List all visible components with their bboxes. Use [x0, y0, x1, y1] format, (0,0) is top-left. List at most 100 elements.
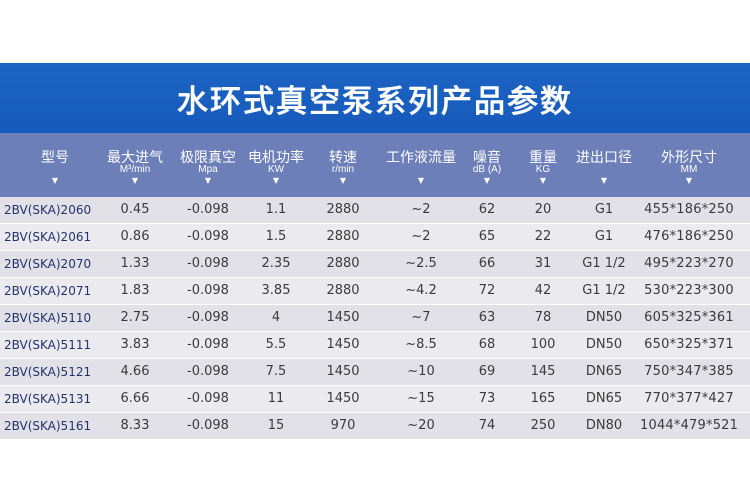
sort-arrow-icon[interactable]: ▼ — [339, 176, 347, 185]
cell-max-intake: 2.75 — [120, 310, 150, 325]
header-dimensions[interactable]: 外形尺寸 MM ▼ — [640, 133, 738, 197]
sort-arrow-icon[interactable]: ▼ — [131, 176, 139, 185]
cell-liquid-flow: ~8.5 — [405, 337, 437, 352]
cell-noise: 74 — [478, 418, 496, 433]
sort-arrow-icon[interactable]: ▼ — [483, 176, 491, 185]
cell-speed: 2880 — [326, 229, 360, 244]
cell-ultimate-vacuum: -0.098 — [187, 283, 229, 298]
header-weight[interactable]: 重量 KG ▼ — [519, 133, 567, 197]
cell-dimensions: 476*186*250 — [644, 229, 734, 244]
cell-weight: 100 — [530, 337, 556, 352]
cell-speed: 2880 — [326, 256, 360, 271]
table-row: 2BV(SKA)5110 2.75 -0.098 4 1450 ~7 63 78 DN50 605… — [0, 305, 750, 332]
cell-port-diameter: G1 1/2 — [582, 283, 626, 298]
sort-arrow-icon[interactable]: ▼ — [600, 176, 608, 185]
cell-liquid-flow: ~15 — [407, 391, 435, 406]
sort-arrow-icon[interactable]: ▼ — [539, 176, 547, 185]
header-label: 电机功率 — [248, 150, 304, 166]
header-motor-power[interactable]: 电机功率 KW ▼ — [246, 133, 306, 197]
header-model[interactable]: 型号 ▼ — [0, 133, 110, 197]
table-header: 型号 ▼ 最大进气 M³/min ▼ 极限真空 Mpa ▼ 电机功率 KW ▼ 转速 r/min ▼ 工作液… — [0, 133, 750, 197]
header-unit: KW — [267, 164, 285, 175]
header-noise[interactable]: 噪音 dB (A) ▼ — [466, 133, 508, 197]
header-ultimate-vacuum[interactable]: 极限真空 Mpa ▼ — [170, 133, 246, 197]
header-unit: KG — [535, 164, 551, 175]
cell-noise: 68 — [478, 337, 496, 352]
cell-motor-power: 4 — [271, 310, 281, 325]
sort-arrow-icon[interactable]: ▼ — [417, 176, 425, 185]
cell-speed: 2880 — [326, 283, 360, 298]
cell-weight: 20 — [534, 202, 552, 217]
cell-model: 2BV(SKA)2070 — [4, 257, 92, 271]
cell-speed: 1450 — [326, 337, 360, 352]
cell-port-diameter: G1 1/2 — [582, 256, 626, 271]
cell-weight: 165 — [530, 391, 556, 406]
cell-dimensions: 650*325*371 — [644, 337, 734, 352]
cell-ultimate-vacuum: -0.098 — [187, 418, 229, 433]
table-row: 2BV(SKA)5131 6.66 -0.098 11 1450 ~15 73 165 DN65… — [0, 386, 750, 413]
cell-model: 2BV(SKA)5131 — [4, 392, 92, 406]
table-row: 2BV(SKA)5121 4.66 -0.098 7.5 1450 ~10 69 145 DN6… — [0, 359, 750, 386]
cell-noise: 66 — [478, 256, 496, 271]
header-unit: dB (A) — [472, 164, 502, 175]
header-unit: Mpa — [198, 164, 218, 175]
cell-port-diameter: G1 — [594, 229, 614, 244]
cell-motor-power: 1.5 — [265, 229, 287, 244]
cell-speed: 1450 — [326, 391, 360, 406]
cell-port-diameter: DN80 — [585, 418, 623, 433]
cell-liquid-flow: ~7 — [411, 310, 431, 325]
cell-dimensions: 530*223*300 — [644, 283, 734, 298]
sort-arrow-icon[interactable]: ▼ — [272, 176, 280, 185]
sort-arrow-icon[interactable]: ▼ — [51, 176, 59, 185]
header-label: 进出口径 — [576, 150, 632, 166]
cell-liquid-flow: ~2.5 — [405, 256, 437, 271]
header-port-diameter[interactable]: 进出口径 ▼ — [568, 133, 640, 197]
cell-weight: 42 — [534, 283, 552, 298]
cell-motor-power: 15 — [267, 418, 285, 433]
cell-max-intake: 0.45 — [120, 202, 150, 217]
cell-motor-power: 3.85 — [261, 283, 291, 298]
header-liquid-flow[interactable]: 工作液流量 ▼ — [378, 133, 464, 197]
header-max-intake[interactable]: 最大进气 M³/min ▼ — [105, 133, 165, 197]
cell-model: 2BV(SKA)2061 — [4, 230, 92, 244]
cell-port-diameter: DN50 — [585, 337, 623, 352]
cell-model: 2BV(SKA)5111 — [4, 338, 92, 352]
cell-weight: 145 — [530, 364, 556, 379]
cell-model: 2BV(SKA)5121 — [4, 365, 92, 379]
header-label: 外形尺寸 — [661, 150, 717, 166]
header-unit: M³/min — [119, 164, 151, 175]
header-label: 工作液流量 — [386, 150, 456, 166]
cell-port-diameter: DN65 — [585, 391, 623, 406]
cell-port-diameter: G1 — [594, 202, 614, 217]
cell-dimensions: 495*223*270 — [644, 256, 734, 271]
cell-liquid-flow: ~2 — [411, 229, 431, 244]
cell-model: 2BV(SKA)2071 — [4, 284, 92, 298]
cell-ultimate-vacuum: -0.098 — [187, 337, 229, 352]
cell-noise: 62 — [478, 202, 496, 217]
cell-noise: 69 — [478, 364, 496, 379]
table-row: 2BV(SKA)2060 0.45 -0.098 1.1 2880 ~2 62 20 G1 455… — [0, 197, 750, 224]
cell-max-intake: 1.83 — [120, 283, 150, 298]
header-speed[interactable]: 转速 r/min ▼ — [314, 133, 372, 197]
cell-noise: 63 — [478, 310, 496, 325]
cell-ultimate-vacuum: -0.098 — [187, 310, 229, 325]
header-unit: MM — [680, 164, 698, 175]
table-row: 2BV(SKA)5161 8.33 -0.098 15 970 ~20 74 250 DN80 1… — [0, 413, 750, 440]
cell-model: 2BV(SKA)2060 — [4, 203, 92, 217]
sort-arrow-icon[interactable]: ▼ — [204, 176, 212, 185]
cell-weight: 250 — [530, 418, 556, 433]
cell-max-intake: 4.66 — [120, 364, 150, 379]
cell-model: 2BV(SKA)5110 — [4, 311, 92, 325]
cell-ultimate-vacuum: -0.098 — [187, 391, 229, 406]
cell-liquid-flow: ~4.2 — [405, 283, 437, 298]
sort-arrow-icon[interactable]: ▼ — [685, 176, 693, 185]
cell-motor-power: 5.5 — [265, 337, 287, 352]
cell-speed: 1450 — [326, 364, 360, 379]
cell-max-intake: 3.83 — [120, 337, 150, 352]
header-label: 最大进气 — [107, 150, 163, 166]
cell-weight: 78 — [534, 310, 552, 325]
cell-dimensions: 605*325*361 — [644, 310, 734, 325]
cell-max-intake: 8.33 — [120, 418, 150, 433]
cell-noise: 73 — [478, 391, 496, 406]
